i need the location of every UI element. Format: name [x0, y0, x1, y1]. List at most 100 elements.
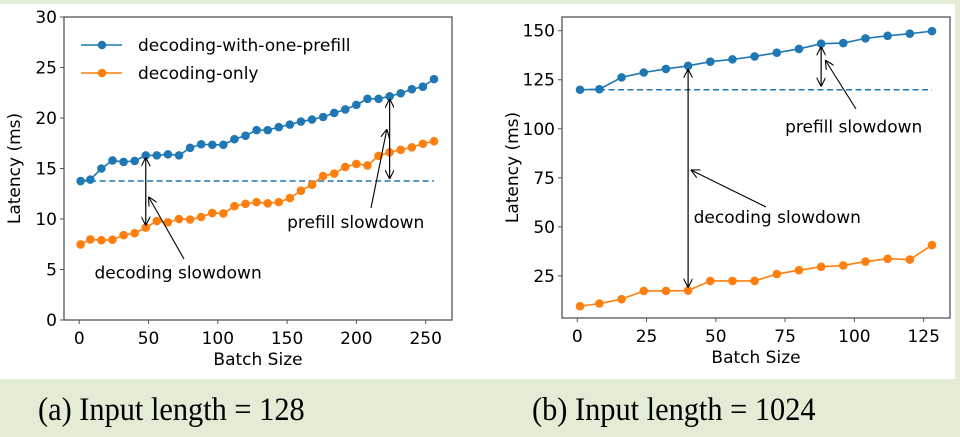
data-point — [728, 276, 737, 286]
legend: decoding-with-one-prefill decoding-only — [81, 36, 351, 84]
data-point — [76, 240, 85, 249]
data-point — [263, 125, 273, 135]
data-point — [318, 171, 328, 181]
data-point — [861, 257, 870, 266]
y-tick-label: 75 — [533, 169, 555, 189]
data-point — [816, 39, 826, 48]
legend-label: decoding-only — [138, 64, 259, 84]
data-point — [196, 139, 206, 149]
data-point — [241, 131, 250, 140]
data-point — [285, 193, 295, 203]
data-point — [617, 73, 626, 82]
x-tick-label: 125 — [907, 327, 939, 347]
data-point — [750, 52, 759, 61]
data-point — [927, 26, 937, 36]
series-decoding-with-one-prefill — [76, 74, 439, 186]
data-point — [163, 150, 173, 159]
data-point — [905, 29, 915, 38]
x-tick-label: 25 — [636, 327, 658, 347]
annotation-label: prefill slowdown — [785, 118, 922, 138]
pointer-arrow — [691, 170, 767, 208]
series-line — [579, 244, 933, 308]
data-point — [683, 61, 693, 71]
data-point — [772, 269, 782, 279]
data-point — [274, 122, 284, 132]
data-point — [661, 286, 671, 296]
data-point — [363, 161, 372, 170]
data-point — [396, 145, 406, 155]
data-point — [174, 151, 184, 160]
data-point — [329, 169, 339, 178]
data-point — [307, 180, 317, 189]
data-point — [883, 254, 892, 264]
data-point — [207, 140, 217, 150]
data-point — [108, 235, 117, 245]
annotation-label: decoding slowdown — [94, 264, 261, 284]
series-decoding-only — [76, 136, 439, 249]
x-tick-label: 75 — [774, 327, 796, 347]
data-point — [639, 68, 649, 77]
data-point — [617, 294, 626, 304]
data-point — [196, 212, 206, 222]
data-point — [274, 197, 284, 207]
x-tick-label: 100 — [202, 329, 234, 349]
data-point — [130, 228, 139, 238]
y-axis-label: Latency (ms) — [503, 112, 523, 223]
data-point — [241, 199, 250, 209]
data-point — [418, 139, 428, 149]
annotation-decoding-slowdown: decoding slowdown — [94, 157, 262, 284]
y-tick-label: 50 — [533, 218, 555, 238]
data-point — [341, 105, 350, 114]
pointer-arrow — [149, 197, 185, 260]
data-point — [207, 208, 217, 218]
x-tick-label: 200 — [340, 329, 372, 349]
data-point — [839, 261, 848, 270]
data-point — [794, 265, 804, 275]
y-tick-label: 125 — [523, 71, 555, 91]
y-tick-label: 10 — [35, 210, 57, 230]
caption-a: (a) Input length = 128 — [38, 392, 305, 428]
data-point — [341, 162, 350, 172]
x-tick-label: 150 — [271, 329, 303, 349]
x-axis-label: Batch Size — [711, 348, 800, 368]
data-point — [772, 48, 782, 57]
y-tick-label: 100 — [523, 120, 555, 140]
data-point — [97, 164, 106, 173]
data-point — [905, 255, 915, 264]
series-decoding-only — [575, 240, 937, 311]
data-point — [352, 100, 361, 110]
data-point — [429, 136, 439, 146]
data-point — [130, 156, 139, 166]
data-point — [219, 140, 228, 150]
data-point — [396, 88, 406, 98]
y-tick-label: 0 — [46, 311, 57, 331]
y-tick-label: 25 — [533, 267, 555, 287]
data-point — [252, 197, 261, 207]
y-tick-label: 20 — [35, 109, 57, 129]
data-point — [119, 230, 128, 240]
data-point — [263, 199, 273, 208]
data-point — [861, 34, 870, 43]
data-point — [363, 94, 372, 104]
x-tick-label: 50 — [138, 329, 160, 349]
data-point — [927, 240, 937, 250]
data-point — [661, 64, 671, 74]
data-point — [152, 216, 162, 226]
y-tick-label: 5 — [46, 261, 57, 281]
data-point — [296, 117, 306, 126]
data-point — [252, 125, 261, 135]
data-point — [639, 286, 649, 296]
legend-item: decoding-only — [81, 64, 259, 84]
data-point — [705, 57, 715, 67]
data-point — [839, 38, 848, 48]
y-tick-label: 150 — [523, 22, 555, 42]
data-point — [595, 299, 604, 308]
data-point — [285, 120, 295, 129]
data-point — [352, 159, 361, 169]
series-decoding-with-one-prefill — [575, 26, 937, 95]
data-point — [883, 31, 892, 41]
pointer-arrow — [825, 60, 857, 110]
annotation-prefill-slowdown: prefill slowdown — [785, 46, 922, 138]
annotation-label: prefill slowdown — [287, 213, 424, 233]
